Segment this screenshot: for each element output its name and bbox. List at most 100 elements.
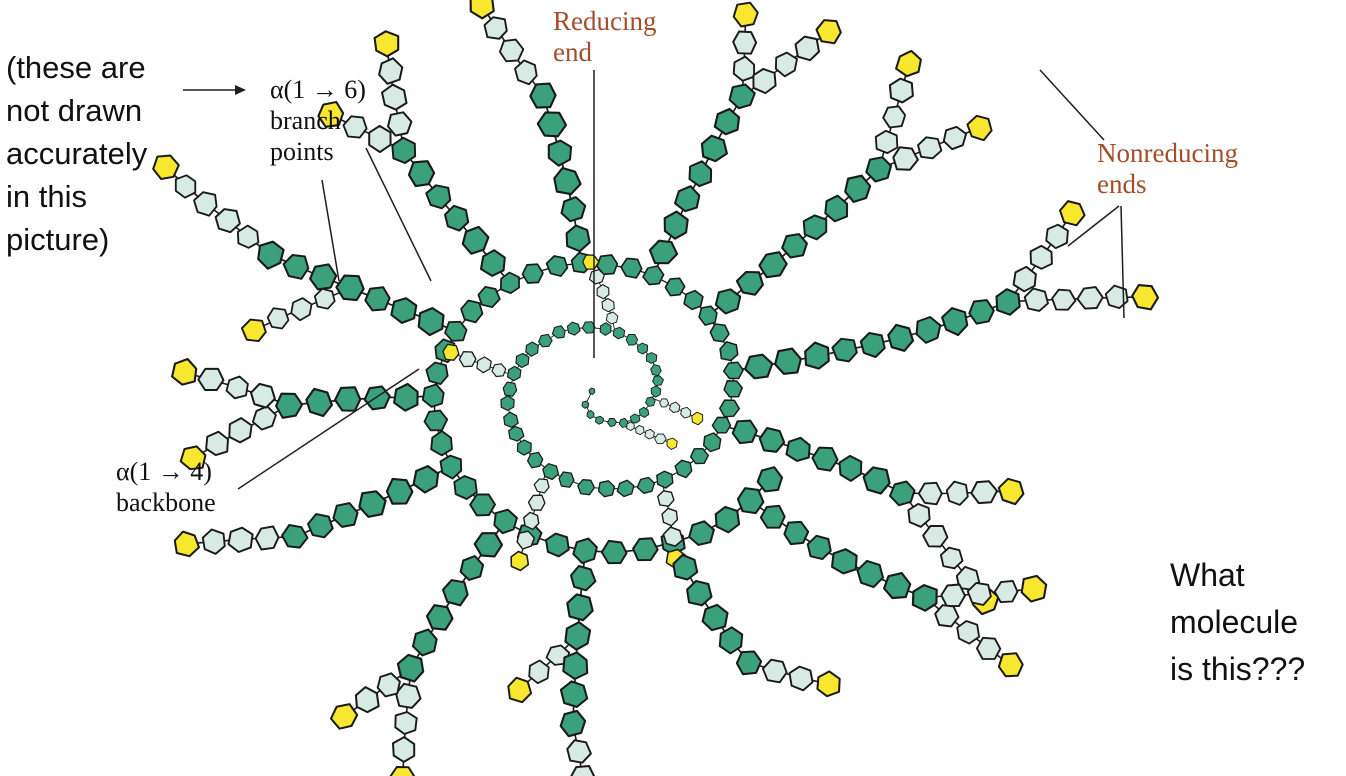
backbone-glucose-hexagon bbox=[709, 323, 730, 343]
reducing-end-line: end bbox=[553, 37, 592, 67]
backbone-glucose-hexagon bbox=[688, 160, 713, 188]
backbone-glucose-hexagon bbox=[421, 383, 445, 408]
backbone-glucose-hexagon bbox=[698, 305, 718, 326]
backbone-glucose-hexagon bbox=[968, 299, 995, 325]
nonreducing-end-hexagon bbox=[507, 676, 533, 704]
nonreducing-ends-line: Nonreducing bbox=[1097, 138, 1238, 168]
nonreducing-end-hexagon bbox=[1131, 284, 1160, 311]
branch-glucose-hexagon bbox=[1029, 244, 1053, 270]
backbone-glucose-hexagon bbox=[911, 584, 938, 612]
backbone-glucose-hexagon bbox=[390, 297, 418, 324]
branch-glucose-hexagon bbox=[1023, 287, 1049, 312]
backbone-glucose-hexagon bbox=[515, 352, 530, 369]
nonreducing-end-hexagon bbox=[997, 652, 1024, 678]
branch-glucose-hexagon bbox=[654, 433, 667, 445]
branch-glucose-hexagon bbox=[214, 208, 241, 234]
backbone-glucose-hexagon bbox=[889, 480, 916, 507]
nonreducing-end-hexagon bbox=[815, 19, 842, 45]
backbone-glucose-hexagon bbox=[391, 136, 417, 164]
branch-glucose-hexagon bbox=[368, 124, 392, 154]
branch-glucose-hexagon bbox=[635, 424, 645, 436]
branch-glucose-hexagon bbox=[588, 269, 605, 285]
branch-glucose-hexagon bbox=[387, 111, 413, 137]
branch-glucose-hexagon bbox=[228, 417, 253, 444]
branch-glucose-hexagon bbox=[907, 502, 931, 528]
nonreducing-end-hexagon bbox=[997, 477, 1025, 506]
note-line: accurately bbox=[6, 136, 148, 171]
nonreducing-end-hexagon bbox=[666, 437, 678, 450]
backbone-glucose-hexagon bbox=[636, 476, 656, 494]
backbone-glucose-hexagon bbox=[417, 307, 445, 337]
backbone-glucose-hexagon bbox=[581, 400, 590, 409]
backbone-glucose-hexagon bbox=[559, 680, 589, 708]
backbone-glucose-hexagon bbox=[581, 321, 596, 334]
nonreducing-end-hexagon bbox=[510, 550, 530, 572]
backbone-glucose-hexagon bbox=[731, 419, 758, 445]
backbone-glucose-hexagon bbox=[811, 446, 839, 472]
backbone-glucose-hexagon bbox=[648, 239, 679, 265]
branch-glucose-hexagon bbox=[376, 672, 401, 698]
backbone-glucose-hexagon bbox=[525, 341, 539, 357]
backbone-glucose-hexagon bbox=[425, 604, 454, 631]
backbone-glucose-hexagon bbox=[711, 416, 732, 434]
backbone-glucose-hexagon bbox=[781, 233, 808, 259]
branch-glucose-hexagon bbox=[761, 658, 788, 684]
backbone-glucose-hexagon bbox=[473, 532, 504, 558]
backbone-glucose-hexagon bbox=[558, 471, 575, 488]
branch-glucose-hexagon bbox=[227, 526, 254, 553]
branch-glucose-hexagon bbox=[939, 546, 964, 570]
branch-glucose-hexagon bbox=[669, 401, 681, 413]
nonreducing-end-hexagon bbox=[691, 411, 704, 426]
branch-glucose-hexagon bbox=[394, 711, 418, 735]
backbone-glucose-hexagon bbox=[759, 504, 786, 529]
nonreducing-pointer-1 bbox=[1039, 69, 1105, 141]
branch-glucose-hexagon bbox=[1104, 284, 1129, 310]
branch-glucose-hexagon bbox=[516, 530, 536, 550]
backbone-glucose-hexagon bbox=[702, 432, 722, 453]
backbone-glucose-hexagon bbox=[430, 430, 453, 457]
backbone-glucose-hexagon bbox=[309, 263, 338, 291]
backbone-glucose-hexagon bbox=[477, 285, 501, 308]
backbone-glucose-hexagon bbox=[547, 139, 573, 167]
backbone-glucose-hexagon bbox=[499, 271, 520, 295]
nonreducing-end-hexagon bbox=[171, 357, 198, 386]
backbone-glucose-hexagon bbox=[844, 174, 872, 203]
backbone-glucose-hexagon bbox=[618, 417, 629, 428]
question-line: What bbox=[1170, 557, 1245, 593]
branch-glucose-hexagon bbox=[570, 765, 596, 776]
branch-glucose-hexagon bbox=[528, 659, 550, 685]
branch-glucose-hexagon bbox=[888, 77, 914, 104]
branch-glucose-hexagon bbox=[752, 67, 777, 95]
nonreducing-end-hexagon bbox=[442, 343, 460, 361]
backbone-glucose-hexagon bbox=[516, 439, 532, 456]
backbone-glucose-hexagon bbox=[332, 502, 359, 528]
branch-glucose-hexagon bbox=[354, 686, 380, 714]
backbone-glucose-hexagon bbox=[503, 411, 519, 428]
backbone-glucose-hexagon bbox=[883, 572, 912, 600]
branch-glucose-hexagon bbox=[201, 528, 226, 555]
branch-points-line: branch bbox=[270, 106, 341, 135]
nonreducing-end-hexagon bbox=[732, 1, 759, 28]
backbone-glucose-hexagon bbox=[586, 409, 595, 420]
backbone-glucose-hexagon bbox=[620, 257, 643, 279]
branch-points-line: points bbox=[270, 137, 334, 166]
inaccuracy-note: (these are not drawn accurately in this … bbox=[6, 46, 147, 261]
backbone-glucose-hexagon bbox=[529, 82, 557, 109]
branch-glucose-hexagon bbox=[882, 105, 907, 129]
branch-point-pointer-1 bbox=[321, 179, 340, 282]
backbone-glucose-hexagon bbox=[656, 470, 674, 489]
backbone-glucose-hexagon bbox=[521, 263, 544, 284]
branch-glucose-hexagon bbox=[254, 525, 280, 551]
backbone-glucose-hexagon bbox=[714, 288, 742, 315]
backbone-glucose-hexagon bbox=[728, 83, 756, 110]
nonreducing-ends-label: Nonreducing ends bbox=[1097, 138, 1238, 200]
nonreducing-end-hexagon bbox=[389, 766, 416, 776]
backbone-glucose-hexagon bbox=[664, 277, 686, 297]
backbone-glucose-hexagon bbox=[607, 417, 617, 427]
backbone-glucose-hexagon bbox=[307, 513, 334, 539]
backbone-glucose-hexagon bbox=[689, 447, 710, 465]
backbone-glucose-hexagon bbox=[645, 352, 658, 364]
backbone-glucose-hexagon bbox=[638, 406, 650, 418]
branch-glucose-hexagon bbox=[266, 307, 290, 330]
backbone-glucose-hexagon bbox=[736, 487, 765, 515]
